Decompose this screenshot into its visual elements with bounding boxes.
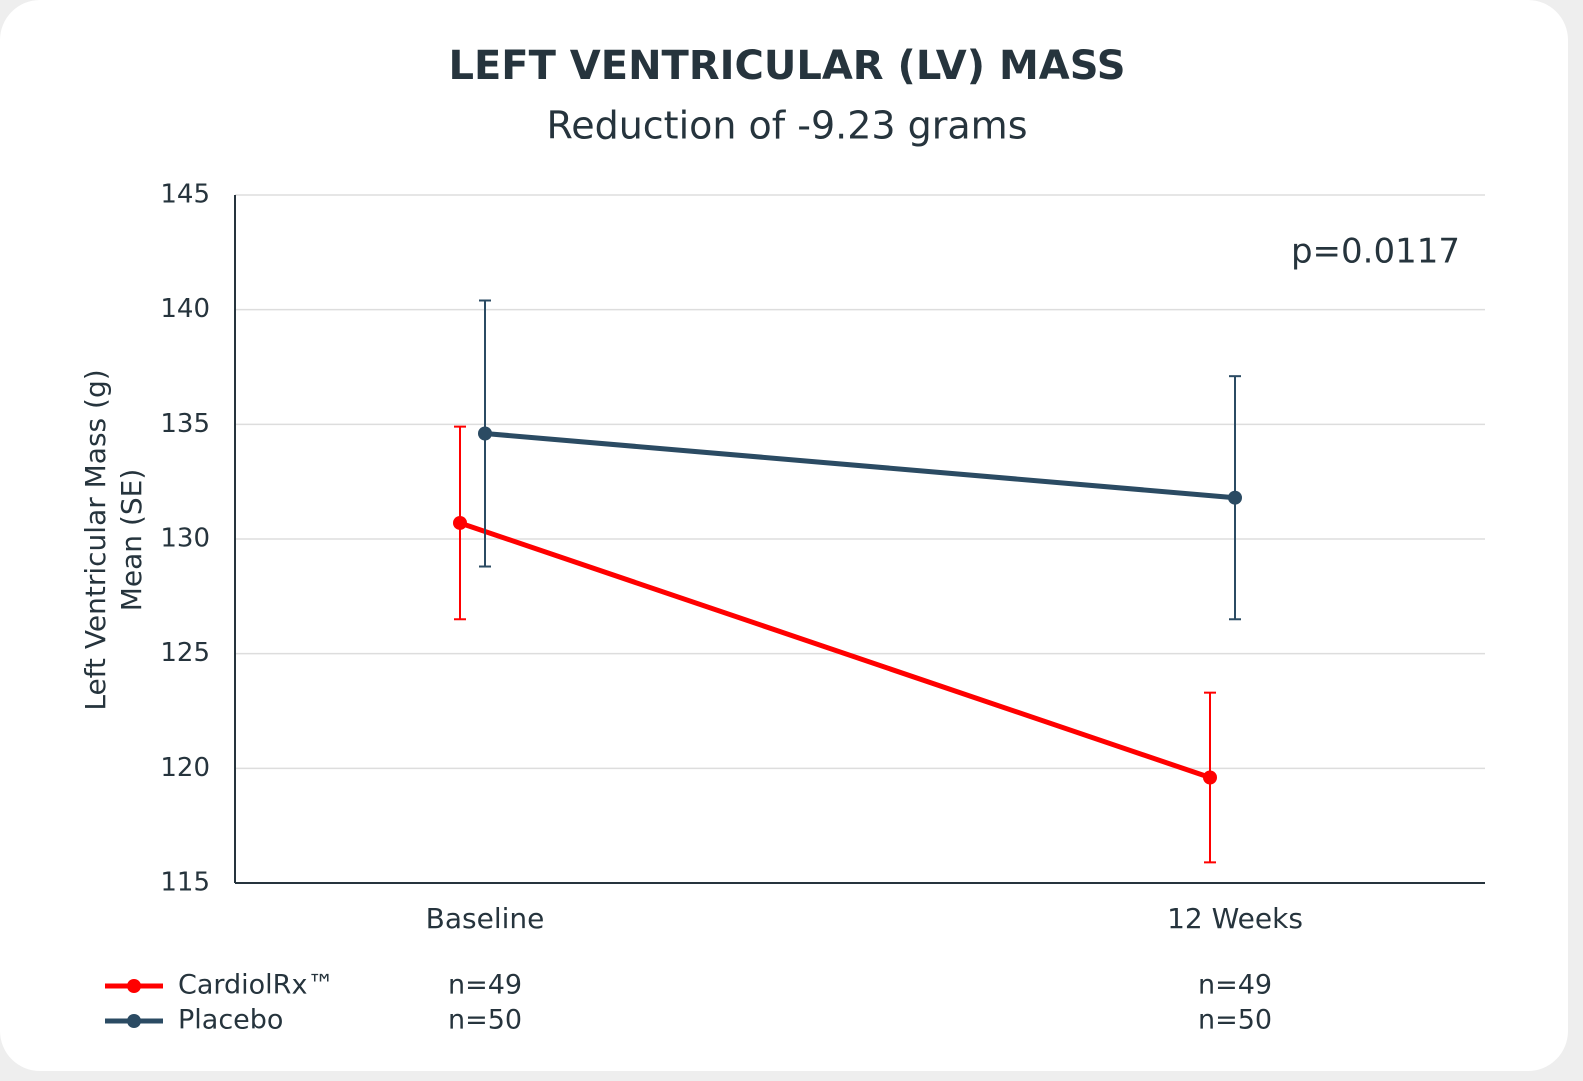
y-tick-label: 130: [160, 524, 210, 554]
series-line: [459, 520, 1211, 780]
sample-size: n=49: [448, 970, 522, 1001]
data-point: [1228, 490, 1242, 505]
data-point: [1203, 770, 1217, 785]
x-tick-label: Baseline: [426, 902, 545, 935]
y-tick-label: 115: [160, 868, 210, 898]
legend-marker: [127, 979, 141, 993]
y-tick-label: 140: [160, 294, 210, 324]
data-point: [478, 426, 492, 441]
y-axis-label: Left Ventricular Mass (g) Mean (SE): [79, 369, 148, 710]
y-tick-label: 145: [160, 180, 210, 210]
sample-size: n=50: [448, 1005, 522, 1036]
y-axis-label-line: Left Ventricular Mass (g): [79, 369, 112, 710]
annotation: p=0.0117: [1291, 232, 1460, 272]
sample-size: n=49: [1198, 970, 1272, 1001]
y-tick-label: 125: [160, 638, 210, 668]
chart-title: LEFT VENTRICULAR (LV) MASS: [448, 43, 1125, 89]
y-tick-label: 120: [160, 753, 210, 783]
legend-marker: [127, 1014, 141, 1028]
legend-label: Placebo: [178, 1005, 283, 1036]
y-axis-label-line: Mean (SE): [115, 469, 148, 612]
y-tick-label: 135: [160, 409, 210, 439]
chart-subtitle: Reduction of -9.23 grams: [547, 104, 1028, 148]
legend-label: CardiolRx™: [178, 970, 334, 1001]
data-point: [453, 515, 467, 530]
sample-size: n=50: [1198, 1005, 1272, 1036]
series-line: [484, 431, 1236, 501]
x-tick-label: 12 Weeks: [1167, 902, 1303, 935]
